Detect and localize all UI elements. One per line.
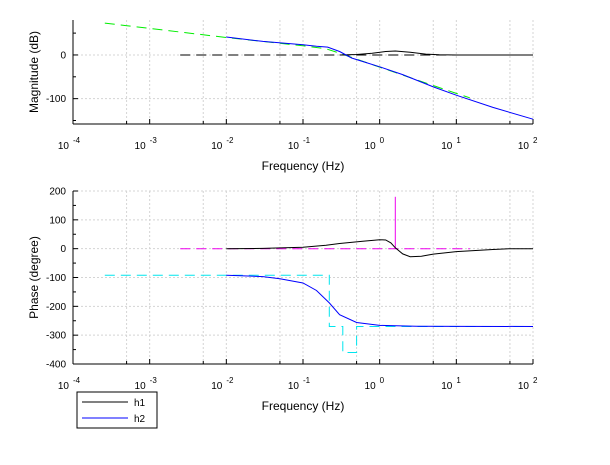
y-tick-label: -100 [46,94,66,105]
y-tick-label: 200 [49,187,66,198]
x-tick-exponent: -3 [150,136,158,145]
chart-magnitude: 10-410-310-210-11001011020-100Frequency … [27,20,538,173]
legend-label: h2 [134,414,146,425]
x-tick-label: 10 [288,141,300,152]
x-tick-exponent: 2 [533,136,538,145]
x-tick-exponent: 0 [380,136,385,145]
chart-phase: 10-410-310-210-11001011022001000-100-200… [27,187,538,429]
series-line-3 [104,274,533,353]
series-line-0 [104,22,470,99]
x-tick-label: 10 [58,381,70,392]
y-tick-label: 0 [60,50,66,61]
x-tick-label: 10 [441,141,453,152]
x-tick-exponent: -2 [226,376,234,385]
x-tick-label: 10 [211,141,223,152]
x-tick-label: 10 [365,381,377,392]
series-line-2 [226,239,533,258]
y-tick-label: 0 [60,244,66,255]
x-tick-exponent: 2 [533,376,538,385]
x-tick-label: 10 [518,141,530,152]
y-tick-label: -300 [46,331,66,342]
x-axis-label: Frequency (Hz) [262,159,345,173]
x-tick-exponent: 1 [456,376,461,385]
x-tick-label: 10 [441,381,453,392]
x-tick-label: 10 [518,381,530,392]
series-line-1 [339,50,533,56]
y-tick-label: -400 [46,360,66,371]
legend-box [76,391,158,429]
x-tick-label: 10 [135,381,147,392]
x-tick-label: 10 [288,381,300,392]
x-tick-label: 10 [58,141,70,152]
y-tick-label: 100 [49,215,66,226]
y-tick-label: -200 [46,302,66,313]
legend-label: h1 [134,398,146,409]
x-tick-exponent: 0 [380,376,385,385]
x-tick-exponent: -1 [303,376,311,385]
x-tick-label: 10 [211,381,223,392]
x-tick-label: 10 [365,141,377,152]
series-line-4 [226,274,534,327]
x-axis-label: Frequency (Hz) [262,399,345,413]
x-tick-exponent: 1 [456,136,461,145]
series-line-3 [226,36,534,120]
x-tick-exponent: -2 [226,136,234,145]
x-tick-label: 10 [135,141,147,152]
y-axis-label: Magnitude (dB) [27,31,41,113]
x-tick-exponent: -4 [73,376,81,385]
x-tick-exponent: -4 [73,136,81,145]
x-tick-exponent: -1 [303,136,311,145]
y-axis-label: Phase (degree) [27,236,41,319]
x-tick-exponent: -3 [150,376,158,385]
y-tick-label: -100 [46,273,66,284]
